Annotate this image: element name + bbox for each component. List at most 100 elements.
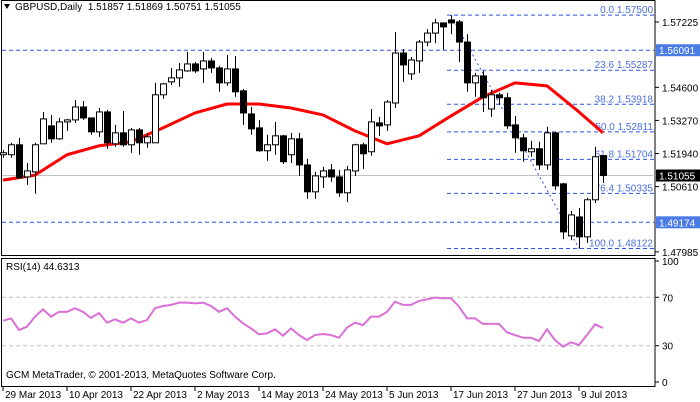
time-tick-label: 17 Jun 2013: [453, 390, 508, 401]
bull-candle-body: [160, 83, 167, 96]
time-tick-label: 14 May 2013: [261, 390, 319, 401]
candle: [344, 165, 351, 203]
fibo-level-label: 100.0 1.48122: [589, 238, 653, 249]
rsi-label: RSI(14) 44.6313: [6, 262, 80, 273]
low-value: 1.50751: [165, 2, 202, 13]
time-tick-label: 24 May 2013: [325, 390, 383, 401]
candle: [400, 49, 407, 82]
candle: [328, 163, 335, 182]
symbol-timeframe: GBPUSD,Daily: [15, 2, 83, 13]
bull-candle-body: [72, 106, 79, 121]
bull-candle-body: [416, 41, 423, 62]
bull-candle-body: [0, 152, 7, 156]
candle: [200, 51, 207, 83]
hline-price-label: 1.49174: [659, 218, 696, 229]
rsi-tick-label: 100: [662, 257, 679, 268]
bull-candle-body: [432, 22, 439, 34]
candle: [512, 115, 519, 153]
candle: [312, 171, 319, 199]
candle: [480, 70, 487, 112]
open-value: 1.51857: [87, 2, 124, 13]
bull-candle-body: [568, 214, 575, 237]
candle: [472, 72, 479, 97]
candle: [144, 132, 151, 148]
candle: [224, 54, 231, 86]
moving-average-line: [2, 81, 604, 182]
candle: [376, 116, 383, 136]
price-tick-label: 1.57225: [662, 18, 699, 29]
bull-candle-body: [384, 101, 391, 126]
candle: [112, 124, 119, 147]
candle: [600, 155, 607, 184]
bull-candle-body: [584, 199, 591, 238]
bear-candle-body: [536, 148, 543, 166]
bull-candle-body: [272, 135, 279, 146]
bear-candle-body: [304, 164, 311, 193]
bear-candle-body: [448, 19, 455, 24]
fibo-level-label: 50.0 1.52811: [595, 122, 653, 133]
candle: [264, 134, 271, 161]
candle: [160, 82, 167, 99]
bear-candle-body: [440, 22, 447, 28]
candle: [304, 158, 311, 199]
candle: [336, 169, 343, 197]
current-price-label-bg: [656, 169, 700, 182]
price-tick-label: 1.53270: [662, 116, 699, 127]
bull-candle-body: [408, 59, 415, 75]
candle: [248, 106, 255, 135]
bull-candle-body: [128, 129, 135, 146]
candle: [432, 18, 439, 44]
bear-candle-body: [296, 138, 303, 166]
candle: [448, 15, 455, 35]
bull-candle-body: [8, 144, 15, 156]
bear-candle-body: [280, 135, 287, 163]
bull-candle-body: [96, 111, 103, 133]
bear-candle-body: [104, 111, 111, 144]
bear-candle-body: [360, 144, 367, 155]
bull-candle-body: [544, 132, 551, 166]
bull-candle-body: [40, 118, 47, 145]
time-tick-label: 2 May 2013: [197, 390, 250, 401]
candle: [456, 19, 463, 62]
candle: [520, 133, 527, 162]
candle: [72, 100, 79, 123]
fibo-level-label: 76.4 1.50335: [595, 183, 654, 194]
rsi-panel: [1, 258, 656, 387]
price-tick-label: 1.47985: [662, 248, 699, 259]
bear-candle-body: [552, 132, 559, 187]
triangle-down-icon[interactable]: [4, 4, 10, 9]
time-tick-label: 10 Apr 2013: [69, 390, 123, 401]
candle: [384, 100, 391, 131]
bull-candle-body: [368, 121, 375, 153]
bear-candle-body: [464, 41, 471, 84]
candle: [176, 62, 183, 87]
bear-candle-body: [496, 94, 503, 99]
time-tick-label: 29 Mar 2013: [5, 390, 62, 401]
candle: [528, 140, 535, 157]
bear-candle-body: [256, 127, 263, 152]
candle: [80, 101, 87, 120]
candle: [56, 117, 63, 140]
bull-candle-body: [392, 52, 399, 104]
copyright-text: GCM MetaTrader, © 2001-2013, MetaQuotes …: [6, 370, 276, 381]
bear-candle-body: [120, 132, 127, 146]
candle: [488, 89, 495, 117]
current-price-label: 1.51055: [659, 172, 696, 183]
price-tick-label: 1.54600: [662, 83, 699, 94]
candle: [240, 88, 247, 125]
candle: [544, 126, 551, 170]
candle: [272, 121, 279, 155]
bear-candle-body: [480, 75, 487, 99]
bull-candle-body: [320, 170, 327, 178]
hline-price-label-bg: [656, 44, 700, 57]
bull-candle-body: [344, 169, 351, 194]
fibo-level-label: 61.8 1.51704: [595, 149, 654, 160]
candle: [536, 141, 543, 170]
candle: [88, 117, 95, 135]
bear-candle-body: [136, 129, 143, 144]
candle: [32, 142, 39, 194]
candle: [288, 132, 295, 163]
candle: [168, 67, 175, 85]
candle: [216, 65, 223, 92]
